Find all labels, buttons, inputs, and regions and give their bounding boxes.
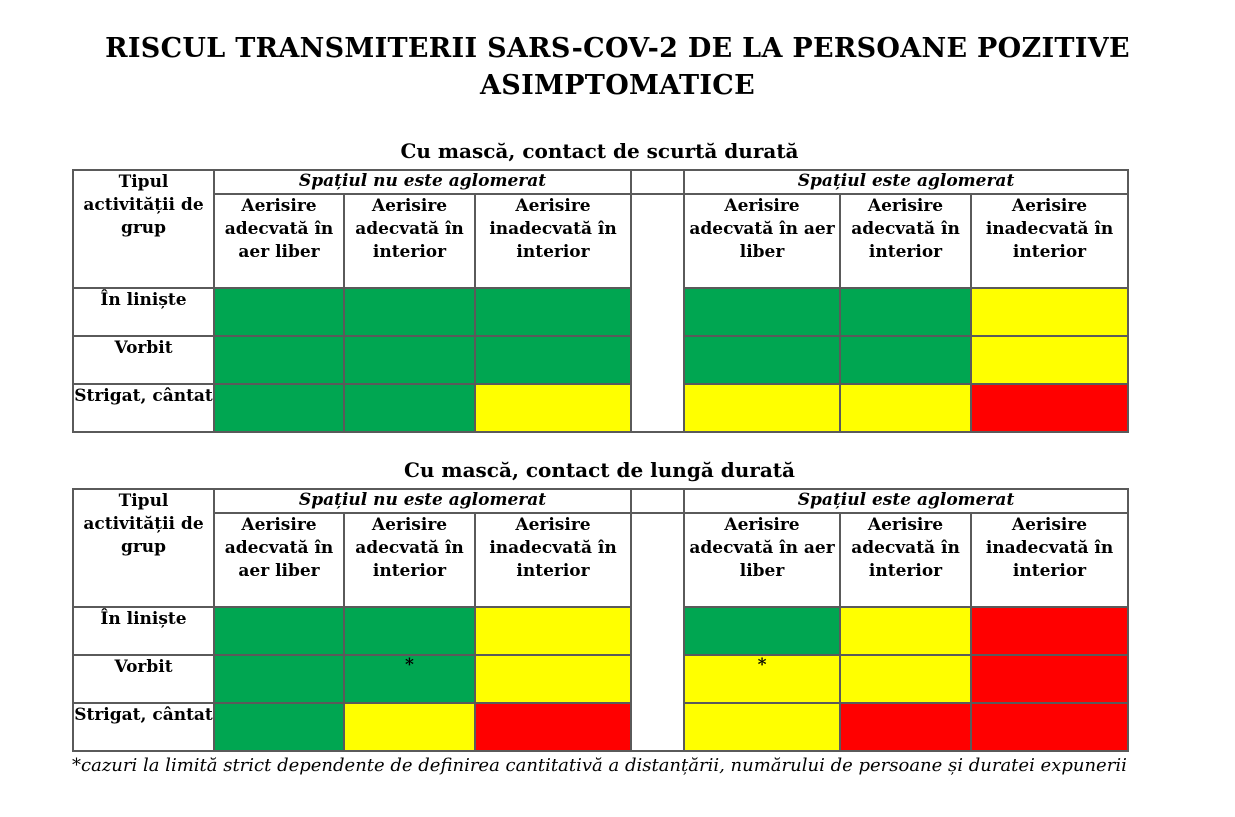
- spacer-cell: [630, 169, 686, 195]
- group-header-not-crowded: Spațiul nu este aglomerat: [212, 488, 633, 514]
- table-row: Strigat, cântat: [72, 702, 1130, 752]
- table-row: În liniște: [72, 287, 1130, 337]
- col-header: Aerisire adecvată în aer liber: [213, 512, 345, 608]
- section-short-duration: Cu mască, contact de scurtă durată Tipul…: [72, 138, 1130, 433]
- risk-cell: [213, 335, 345, 385]
- table-row: În liniște: [72, 606, 1130, 656]
- risk-cell: [970, 287, 1130, 337]
- risk-cell: [683, 606, 842, 656]
- risk-cell: [473, 654, 633, 704]
- risk-table-long-duration: Tipul activității de grup Spațiul nu est…: [72, 488, 1130, 752]
- corner-header: Tipul activității de grup: [72, 488, 215, 608]
- col-header: Aerisire inadecvată în interior: [970, 512, 1130, 608]
- corner-header: Tipul activității de grup: [72, 169, 215, 289]
- risk-cell: [473, 335, 633, 385]
- row-label: Vorbit: [72, 654, 215, 704]
- risk-cell: [343, 383, 476, 433]
- risk-cell: [683, 335, 842, 385]
- risk-cell: [839, 287, 973, 337]
- col-header: Aerisire adecvată în interior: [839, 512, 973, 608]
- col-header: Aerisire adecvată în aer liber: [683, 193, 842, 289]
- risk-cell: [839, 606, 973, 656]
- table-row: Strigat, cântat: [72, 383, 1130, 433]
- row-label: În liniște: [72, 287, 215, 337]
- section-long-duration: Cu mască, contact de lungă durată Tipul …: [72, 457, 1130, 752]
- footnote: *cazuri la limită strict dependente de d…: [72, 755, 1127, 776]
- col-header: Aerisire adecvată în interior: [839, 193, 973, 289]
- group-header-not-crowded: Spațiul nu este aglomerat: [212, 169, 633, 195]
- row-label: În liniște: [72, 606, 215, 656]
- table-title-short-duration: Cu mască, contact de scurtă durată: [400, 139, 799, 163]
- col-header: Aerisire inadecvată în interior: [970, 193, 1130, 289]
- risk-cell: [970, 654, 1130, 704]
- risk-cell: [473, 287, 633, 337]
- risk-cell: [213, 702, 345, 752]
- spacer-cell: [630, 512, 686, 752]
- spacer-cell: [630, 193, 686, 433]
- risk-cell: [839, 654, 973, 704]
- group-header-crowded: Spațiul este aglomerat: [683, 169, 1130, 195]
- risk-cell: [343, 335, 476, 385]
- risk-cell-asterisk: *: [683, 654, 842, 704]
- col-header: Aerisire inadecvată în interior: [473, 193, 633, 289]
- col-header: Aerisire adecvată în interior: [343, 193, 476, 289]
- row-label: Strigat, cântat: [72, 702, 215, 752]
- table-title-long-duration: Cu mască, contact de lungă durată: [404, 458, 795, 482]
- spacer-cell: [630, 488, 686, 514]
- risk-cell: [839, 383, 973, 433]
- row-label: Vorbit: [72, 335, 215, 385]
- risk-cell: [683, 383, 842, 433]
- page-title: RISCUL TRANSMITERII SARS-COV-2 DE LA PER…: [30, 30, 1205, 104]
- risk-cell: [970, 335, 1130, 385]
- col-header: Aerisire adecvată în aer liber: [213, 193, 345, 289]
- col-header: Aerisire adecvată în aer liber: [683, 512, 842, 608]
- risk-cell: [213, 383, 345, 433]
- page-title-line2: ASIMPTOMATICE: [480, 70, 755, 101]
- risk-cell: [839, 335, 973, 385]
- risk-cell: [213, 606, 345, 656]
- document-page: RISCUL TRANSMITERII SARS-COV-2 DE LA PER…: [0, 30, 1235, 817]
- risk-cell: [970, 383, 1130, 433]
- risk-cell: [473, 383, 633, 433]
- risk-cell: [473, 702, 633, 752]
- risk-cell: [343, 287, 476, 337]
- risk-cell: [213, 287, 345, 337]
- col-header: Aerisire inadecvată în interior: [473, 512, 633, 608]
- col-header: Aerisire adecvată în interior: [343, 512, 476, 608]
- risk-cell: [970, 702, 1130, 752]
- page-title-line1: RISCUL TRANSMITERII SARS-COV-2 DE LA PER…: [105, 33, 1130, 64]
- risk-cell: [970, 606, 1130, 656]
- risk-table-short-duration: Tipul activității de grup Spațiul nu est…: [72, 169, 1130, 433]
- risk-cell: [343, 606, 476, 656]
- table-row: Vorbit * *: [72, 654, 1130, 704]
- group-header-crowded: Spațiul este aglomerat: [683, 488, 1130, 514]
- risk-cell: [343, 702, 476, 752]
- risk-cell: [683, 702, 842, 752]
- risk-cell: [473, 606, 633, 656]
- risk-cell: [839, 702, 973, 752]
- row-label: Strigat, cântat: [72, 383, 215, 433]
- risk-cell-asterisk: *: [343, 654, 476, 704]
- risk-cell: [213, 654, 345, 704]
- risk-cell: [683, 287, 842, 337]
- table-row: Vorbit: [72, 335, 1130, 385]
